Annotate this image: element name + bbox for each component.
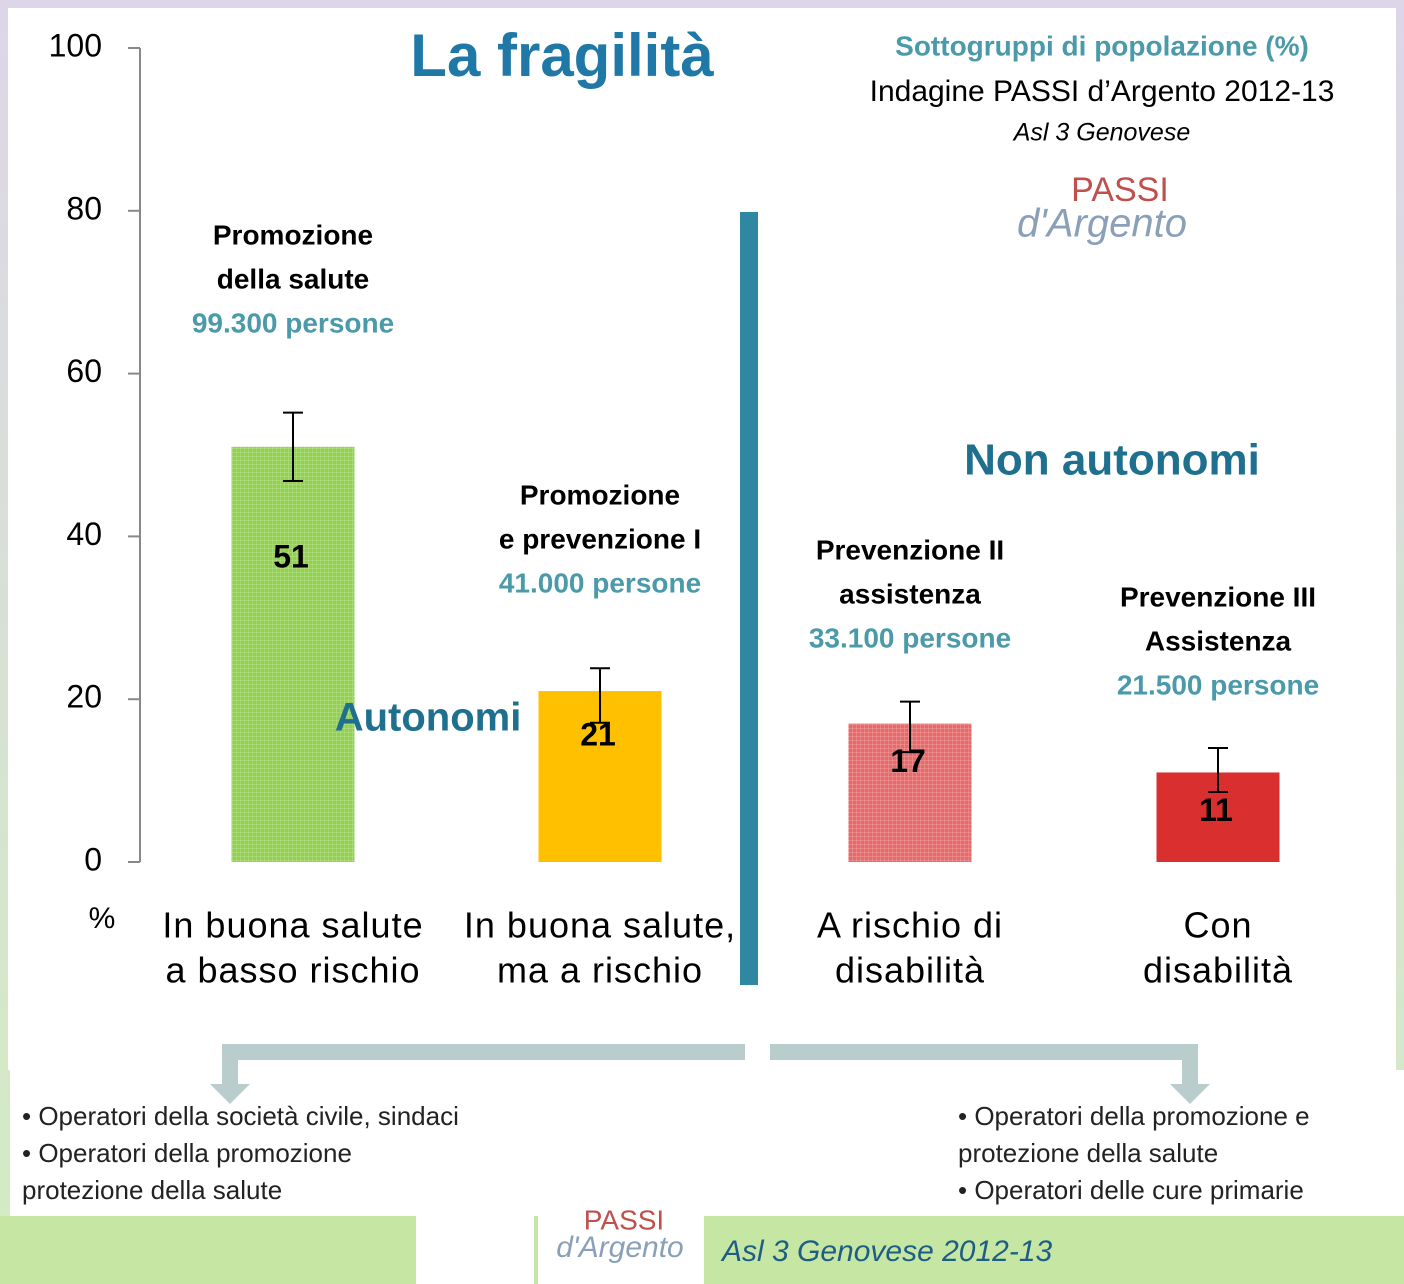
note: • Operatori della promozione	[22, 1138, 352, 1168]
value-label: 21	[580, 717, 616, 753]
x-tick-label: A rischio di	[817, 905, 1003, 946]
group-label: Prevenzione III	[1120, 581, 1316, 612]
group-label: Promozione	[520, 479, 680, 510]
x-tick-label: Con	[1183, 905, 1252, 946]
y-tick-label: 0	[84, 841, 102, 877]
y-tick-label: 20	[66, 679, 102, 715]
arrow	[222, 1044, 745, 1088]
y-tick-label: 100	[49, 27, 102, 63]
y-tick-label: 80	[66, 190, 102, 226]
group-count: 41.000 persone	[499, 567, 701, 598]
logo-text: d'Argento	[556, 1231, 684, 1264]
group-label: Assistenza	[1145, 625, 1292, 656]
arrow-head	[1170, 1084, 1210, 1104]
note: • Operatori delle cure primarie	[958, 1175, 1304, 1205]
x-tick-label: ma a rischio	[497, 950, 703, 991]
group-label: Promozione	[213, 219, 373, 250]
group-count: 21.500 persone	[1117, 669, 1319, 700]
notes-panel	[10, 1070, 1404, 1216]
note: • Operatori della società civile, sindac…	[22, 1101, 459, 1131]
value-label: 11	[1199, 792, 1233, 828]
logo-box	[416, 1216, 534, 1284]
logo-text: d'Argento	[1017, 202, 1187, 246]
group-label: della salute	[217, 263, 370, 294]
note: • Operatori della promozione e	[958, 1101, 1310, 1131]
note: protezione della salute	[22, 1175, 282, 1205]
x-tick-label: disabilità	[835, 950, 985, 991]
annotation: Autonomi	[335, 696, 522, 740]
group-count: 99.300 persone	[192, 307, 394, 338]
footer: Asl 3 Genovese 2012-13	[720, 1235, 1053, 1268]
value-label: 51	[273, 538, 309, 574]
chart-title: La fragilità	[410, 22, 714, 89]
survey: Indagine PASSI d’Argento 2012-13	[870, 75, 1335, 108]
group-label: Prevenzione II	[816, 534, 1004, 565]
x-tick-label: disabilità	[1143, 950, 1293, 991]
annotation: Non autonomi	[964, 436, 1260, 485]
y-tick-label: 60	[66, 353, 102, 389]
value-label: 17	[890, 743, 926, 779]
y-axis-label: %	[89, 902, 116, 935]
y-tick-label: 40	[66, 516, 102, 552]
note: protezione della salute	[958, 1138, 1218, 1168]
separator	[740, 212, 758, 985]
arrow	[770, 1044, 1198, 1088]
logo-text: PASSI	[1071, 171, 1169, 209]
area: Asl 3 Genovese	[1012, 119, 1191, 147]
arrow-head	[210, 1084, 250, 1104]
logo-box	[538, 1216, 704, 1284]
group-label: e prevenzione I	[499, 523, 701, 554]
x-tick-label: In buona salute	[162, 905, 423, 946]
group-label: assistenza	[839, 578, 981, 609]
bar-texture	[231, 446, 355, 862]
group-count: 33.100 persone	[809, 622, 1011, 653]
subtitle: Sottogruppi di popolazione (%)	[895, 30, 1309, 61]
x-tick-label: In buona salute,	[464, 905, 736, 946]
x-tick-label: a basso rischio	[165, 950, 420, 991]
logo-text: PASSI	[584, 1204, 664, 1235]
